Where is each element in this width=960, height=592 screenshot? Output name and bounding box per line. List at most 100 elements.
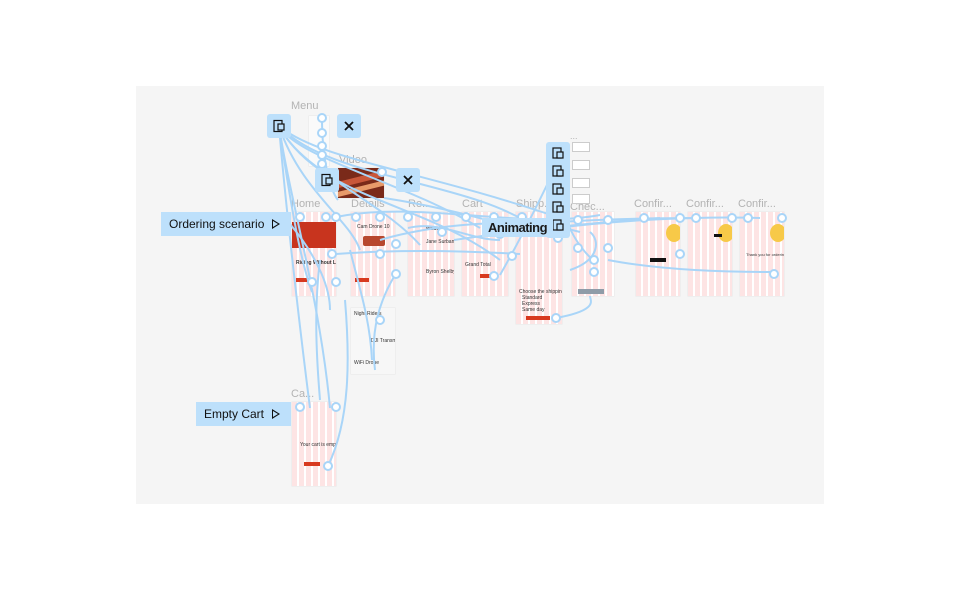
hotspot-node[interactable] [507, 251, 517, 261]
home-cta-button[interactable] [296, 278, 310, 282]
hotspot-node[interactable] [769, 269, 779, 279]
overlay-thumbnail[interactable] [572, 178, 590, 188]
hotspot-node[interactable] [691, 213, 701, 223]
connection[interactable] [349, 249, 373, 361]
reviews-item-1: Jane Surbanly [426, 239, 454, 245]
hotspot-node[interactable] [317, 113, 327, 123]
hotspot-node[interactable] [375, 315, 385, 325]
connection[interactable] [569, 231, 597, 271]
hotspot-node[interactable] [391, 239, 401, 249]
connection[interactable] [289, 223, 331, 311]
flow-start-empty-cart[interactable]: Empty Cart [196, 402, 291, 426]
connection[interactable] [335, 250, 521, 255]
hotspot-node[interactable] [295, 402, 305, 412]
hotspot-node[interactable] [461, 212, 471, 222]
hotspot-node[interactable] [589, 255, 599, 265]
hotspot-node[interactable] [603, 243, 613, 253]
overlay-thumbnail[interactable] [572, 194, 590, 204]
hotspot-node[interactable] [377, 167, 387, 177]
list-item-3[interactable]: WiFi Drone [354, 360, 380, 366]
frame-label-menu[interactable]: Menu [291, 100, 319, 112]
hotspot-node[interactable] [331, 212, 341, 222]
close-icon[interactable] [337, 114, 361, 138]
connection[interactable] [327, 299, 349, 467]
frame-confirm-2[interactable] [688, 212, 732, 296]
hotspot-node[interactable] [573, 215, 583, 225]
frame-label-confirm-2[interactable]: Confir... [686, 198, 724, 210]
hotspot-node[interactable] [317, 141, 327, 151]
play-icon[interactable] [272, 219, 281, 229]
hotspot-node[interactable] [551, 313, 561, 323]
sun-icon [718, 224, 732, 242]
hotspot-node[interactable] [437, 227, 447, 237]
shipping-option-3[interactable]: Same day [522, 307, 545, 313]
connection[interactable] [607, 259, 771, 273]
connection[interactable] [555, 295, 592, 319]
hotspot-node[interactable] [727, 213, 737, 223]
connection[interactable] [278, 125, 561, 219]
hotspot-node[interactable] [777, 213, 787, 223]
shipping-continue-button[interactable] [526, 316, 550, 320]
hotspot-node[interactable] [323, 461, 333, 471]
device-icon[interactable] [546, 142, 570, 238]
device-icon-glyph [321, 173, 333, 187]
frame-product-list[interactable]: Night Riders DJI Transmitter WiFi Drone [351, 308, 395, 374]
hotspot-node[interactable] [375, 249, 385, 259]
hotspot-node[interactable] [743, 213, 753, 223]
list-item-1[interactable]: Night Riders [354, 311, 382, 317]
device-icon-glyph [273, 119, 285, 133]
hotspot-node[interactable] [675, 213, 685, 223]
flow-start-ordering-scenario[interactable]: Ordering scenario [161, 212, 291, 236]
hotspot-node[interactable] [489, 271, 499, 281]
hotspot-node[interactable] [403, 212, 413, 222]
checkout-pay-button[interactable] [578, 289, 604, 294]
frame-confirm-3[interactable]: Thank you for ordering the Cam Drone [740, 212, 784, 296]
flow-label: Ordering scenario [169, 217, 265, 231]
hotspot-node[interactable] [639, 213, 649, 223]
empty-cart-button[interactable] [304, 462, 320, 466]
overflow-dots: ... [570, 131, 578, 141]
play-icon[interactable] [272, 409, 281, 419]
hotspot-node[interactable] [589, 267, 599, 277]
hotspot-node[interactable] [317, 128, 327, 138]
overlay-thumbnail[interactable] [572, 160, 590, 170]
device-icon[interactable] [315, 168, 339, 192]
hotspot-node[interactable] [351, 212, 361, 222]
close-icon[interactable] [396, 168, 420, 192]
cart-checkout-button[interactable] [480, 274, 496, 278]
connection[interactable] [278, 125, 361, 251]
frame-label-confirm-3[interactable]: Confir... [738, 198, 776, 210]
hotspot-node[interactable] [321, 212, 331, 222]
hotspot-node[interactable] [307, 277, 317, 287]
connection[interactable] [278, 125, 311, 409]
frame-label-checkout[interactable]: Chec... [570, 201, 605, 213]
hotspot-node[interactable] [331, 402, 341, 412]
frame-label-confirm-1[interactable]: Confir... [634, 198, 672, 210]
hotspot-node[interactable] [317, 159, 327, 169]
connection[interactable] [315, 259, 321, 401]
frame-cart-empty[interactable]: Your cart is empty [292, 402, 336, 486]
shipping-option-2[interactable]: Express [522, 301, 541, 307]
hotspot-node[interactable] [573, 243, 583, 253]
hotspot-node[interactable] [375, 212, 385, 222]
hotspot-node[interactable] [675, 249, 685, 259]
details-buy-button[interactable] [355, 278, 369, 282]
hotspot-node[interactable] [327, 249, 337, 259]
device-icon[interactable] [267, 114, 291, 138]
hotspot-node[interactable] [391, 269, 401, 279]
frame-label-home[interactable]: Home [291, 198, 321, 210]
overlay-thumbnail[interactable] [572, 142, 590, 152]
connection[interactable] [407, 225, 501, 241]
frame-confirm-1[interactable] [636, 212, 680, 296]
hotspot-node[interactable] [431, 212, 441, 222]
hotspot-node[interactable] [317, 150, 327, 160]
hotspot-node[interactable] [603, 215, 613, 225]
connection[interactable] [278, 125, 331, 409]
drone-icon [714, 234, 722, 237]
hotspot-node[interactable] [295, 212, 305, 222]
hotspot-node[interactable] [331, 277, 341, 287]
connection[interactable] [555, 216, 761, 229]
connection[interactable] [278, 125, 501, 261]
list-item-2[interactable]: DJI Transmitter [371, 338, 395, 344]
shipping-option-1[interactable]: Standard [522, 295, 543, 301]
